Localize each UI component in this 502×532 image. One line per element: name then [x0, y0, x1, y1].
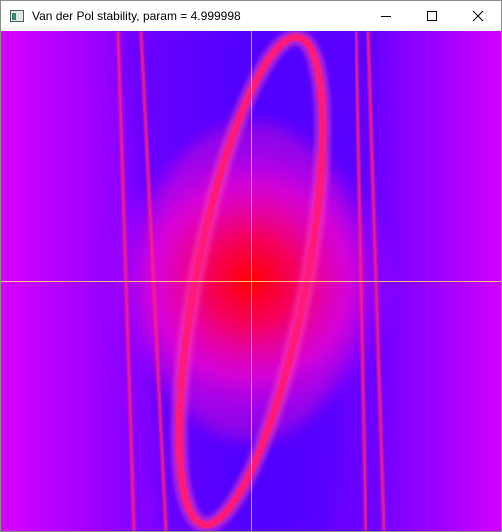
window-title: Van der Pol stability, param = 4.999998 — [32, 9, 241, 23]
maximize-button[interactable] — [409, 1, 455, 31]
app-window-icon — [10, 10, 24, 22]
title-bar[interactable]: Van der Pol stability, param = 4.999998 — [1, 1, 501, 31]
close-button[interactable] — [455, 1, 501, 31]
limit-cycle — [175, 33, 327, 529]
maximize-icon — [427, 11, 437, 21]
stability-plot-canvas[interactable] — [1, 31, 501, 531]
minimize-icon — [381, 16, 391, 17]
stability-plot — [1, 31, 501, 531]
minimize-button[interactable] — [363, 1, 409, 31]
window-controls — [363, 1, 501, 31]
close-icon — [472, 10, 484, 22]
